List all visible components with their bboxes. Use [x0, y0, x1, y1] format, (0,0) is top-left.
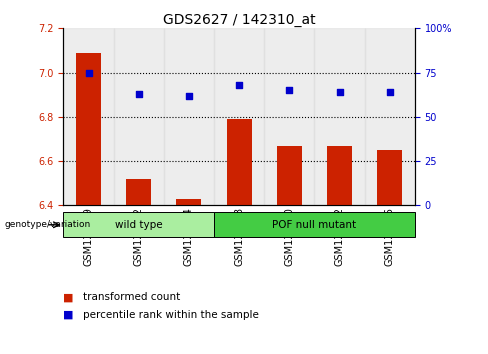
Text: POF null mutant: POF null mutant	[272, 220, 356, 230]
Bar	[365, 28, 415, 205]
Bar	[214, 28, 264, 205]
Text: transformed count: transformed count	[83, 292, 180, 302]
Text: wild type: wild type	[115, 220, 163, 230]
Bar	[114, 28, 164, 205]
Bar	[164, 28, 214, 205]
Bar	[214, 212, 415, 237]
Bar	[63, 28, 114, 205]
Bar	[63, 212, 214, 237]
Bar	[226, 119, 252, 205]
Point	[386, 89, 394, 95]
Bar	[176, 199, 202, 205]
Point	[336, 89, 344, 95]
Bar	[126, 179, 151, 205]
Point	[235, 82, 243, 88]
Point	[185, 93, 193, 98]
Text: ■: ■	[63, 310, 74, 320]
Bar	[264, 28, 314, 205]
Point	[285, 87, 293, 93]
Text: genotype/variation: genotype/variation	[5, 220, 91, 229]
Bar	[377, 150, 402, 205]
Point	[135, 91, 142, 97]
Text: ■: ■	[63, 292, 74, 302]
Bar	[314, 28, 365, 205]
Bar	[277, 145, 302, 205]
Bar	[76, 53, 101, 205]
Point	[84, 70, 92, 75]
Bar	[327, 145, 352, 205]
Text: percentile rank within the sample: percentile rank within the sample	[83, 310, 259, 320]
Title: GDS2627 / 142310_at: GDS2627 / 142310_at	[163, 13, 315, 27]
